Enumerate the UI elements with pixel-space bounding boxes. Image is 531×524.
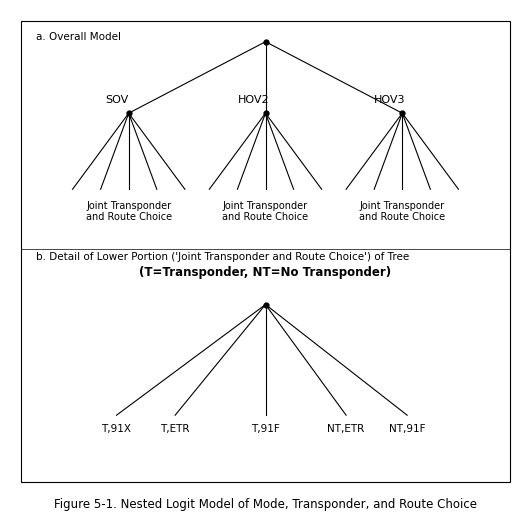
Text: T,91X: T,91X (101, 423, 132, 433)
Text: T,ETR: T,ETR (160, 423, 190, 433)
Text: (T=Transponder, NT=No Transponder): (T=Transponder, NT=No Transponder) (140, 266, 391, 279)
Text: b. Detail of Lower Portion ('Joint Transponder and Route Choice') of Tree: b. Detail of Lower Portion ('Joint Trans… (36, 252, 409, 261)
Text: HOV2: HOV2 (237, 95, 269, 105)
Text: NT,ETR: NT,ETR (328, 423, 365, 433)
Text: Figure 5-1. Nested Logit Model of Mode, Transponder, and Route Choice: Figure 5-1. Nested Logit Model of Mode, … (54, 498, 477, 511)
Text: HOV3: HOV3 (374, 95, 406, 105)
Text: SOV: SOV (105, 95, 128, 105)
Text: Joint Transponder
and Route Choice: Joint Transponder and Route Choice (85, 201, 172, 222)
Text: Joint Transponder
and Route Choice: Joint Transponder and Route Choice (222, 201, 309, 222)
Text: NT,91F: NT,91F (389, 423, 425, 433)
Text: a. Overall Model: a. Overall Model (36, 32, 121, 42)
Text: T,91F: T,91F (251, 423, 280, 433)
Text: Joint Transponder
and Route Choice: Joint Transponder and Route Choice (359, 201, 446, 222)
